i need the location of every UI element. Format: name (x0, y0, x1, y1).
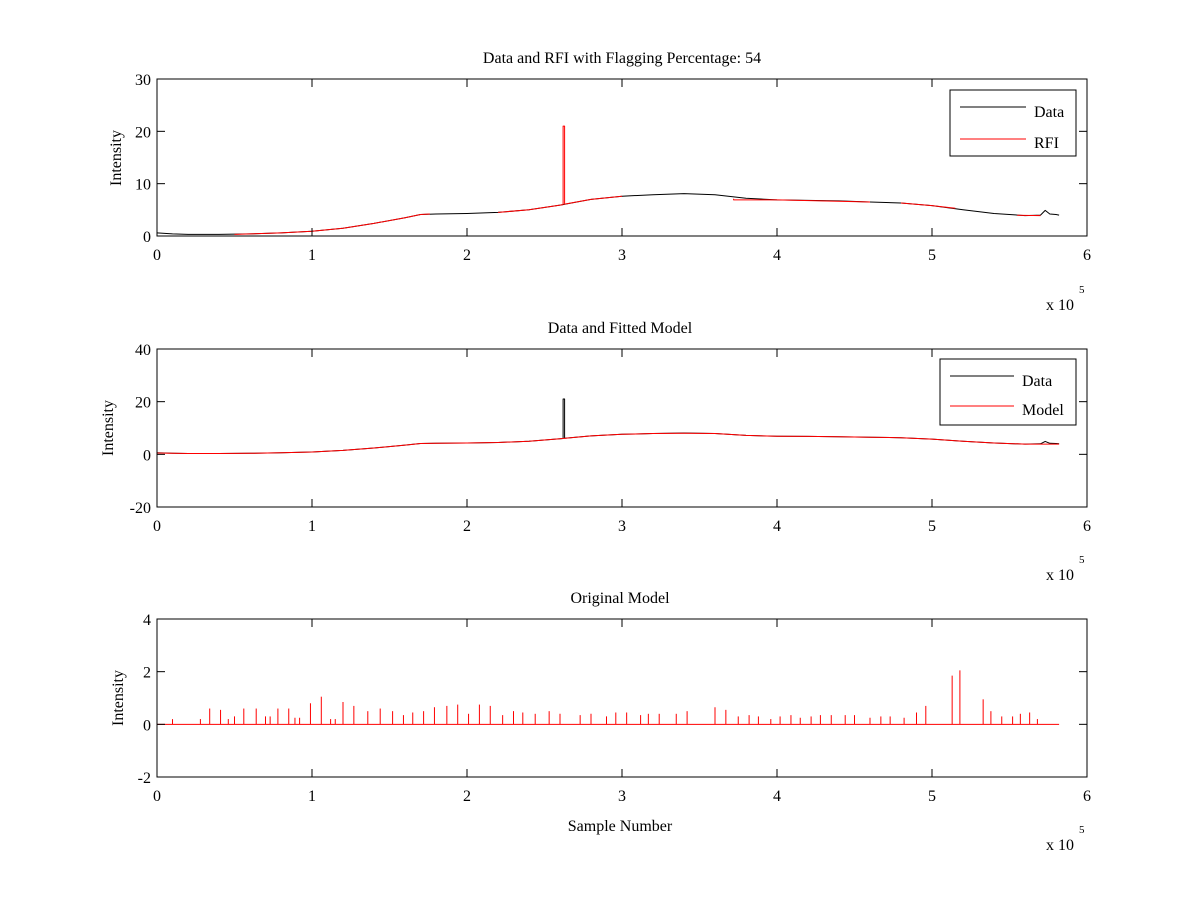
axes-box (156, 78, 1088, 237)
series-line-rfi (234, 125, 1041, 235)
x-tick-label: 5 (928, 518, 936, 535)
y-axis-ticks: -20 0 20 40 (130, 342, 1087, 517)
plot-area (156, 398, 1060, 454)
y-axis-ticks: -2 0 2 4 (138, 612, 1087, 787)
axes-box (156, 348, 1088, 508)
y-axis-label: Intensity (110, 670, 127, 726)
x-tick-label: 0 (153, 788, 161, 805)
x-tick-label: 0 (153, 518, 161, 535)
x-tick-label: 1 (308, 518, 316, 535)
y-tick-label: -20 (130, 500, 151, 517)
plot-area (156, 125, 1060, 235)
subplot-fitted-model: Data and Fitted Model Intensity x 10 5 0… (100, 320, 1091, 584)
x-axis-scale-exponent: 5 (1079, 554, 1085, 566)
x-tick-label: 4 (773, 247, 781, 264)
axes-box (156, 618, 1088, 778)
series-line-model (156, 432, 1060, 454)
x-tick-label: 5 (928, 788, 936, 805)
y-axis-label: Intensity (100, 400, 117, 456)
x-tick-label: 3 (618, 518, 626, 535)
x-axis-label: Sample Number (568, 818, 673, 835)
y-tick-label: -2 (138, 770, 151, 787)
x-tick-label: 2 (463, 788, 471, 805)
y-tick-label: 40 (135, 342, 151, 359)
subplot-title: Data and Fitted Model (548, 320, 693, 337)
x-tick-label: 6 (1083, 518, 1091, 535)
legend: Data Model (939, 358, 1077, 426)
legend: Data RFI (949, 89, 1077, 157)
x-tick-label: 4 (773, 788, 781, 805)
x-tick-label: 5 (928, 247, 936, 264)
subplot-title: Original Model (570, 590, 670, 607)
y-tick-label: 0 (143, 717, 151, 734)
x-axis-scale-label: x 10 (1046, 297, 1074, 314)
y-tick-label: 10 (135, 177, 151, 194)
x-tick-label: 0 (153, 247, 161, 264)
x-axis-scale-label: x 10 (1046, 837, 1074, 854)
subplot-original-model: Original Model Intensity Sample Number x… (110, 590, 1091, 854)
x-tick-label: 6 (1083, 247, 1091, 264)
legend-label-data: Data (1034, 104, 1064, 121)
x-tick-label: 3 (618, 247, 626, 264)
subplot-title: Data and RFI with Flagging Percentage: 5… (483, 50, 761, 67)
y-tick-label: 20 (135, 124, 151, 141)
x-tick-label: 1 (308, 247, 316, 264)
x-tick-label: 3 (618, 788, 626, 805)
y-axis-label: Intensity (108, 130, 125, 186)
legend-label-data: Data (1022, 373, 1052, 390)
legend-label-rfi: RFI (1034, 135, 1059, 152)
x-axis-scale-exponent: 5 (1079, 824, 1085, 836)
x-axis-scale-label: x 10 (1046, 567, 1074, 584)
y-tick-label: 4 (143, 612, 151, 629)
x-tick-label: 6 (1083, 788, 1091, 805)
legend-label-model: Model (1022, 402, 1064, 419)
x-tick-label: 2 (463, 247, 471, 264)
x-axis-scale-exponent: 5 (1079, 284, 1085, 296)
x-tick-label: 4 (773, 518, 781, 535)
legend-box (949, 89, 1077, 157)
y-tick-label: 0 (143, 447, 151, 464)
y-tick-label: 20 (135, 395, 151, 412)
y-tick-label: 0 (143, 229, 151, 246)
x-tick-label: 1 (308, 788, 316, 805)
y-tick-label: 30 (135, 72, 151, 89)
subplot-rfi-flagging: Data and RFI with Flagging Percentage: 5… (108, 50, 1091, 314)
plot-area (157, 670, 1060, 725)
x-tick-label: 2 (463, 518, 471, 535)
y-tick-label: 2 (143, 665, 151, 682)
legend-box (939, 358, 1077, 426)
